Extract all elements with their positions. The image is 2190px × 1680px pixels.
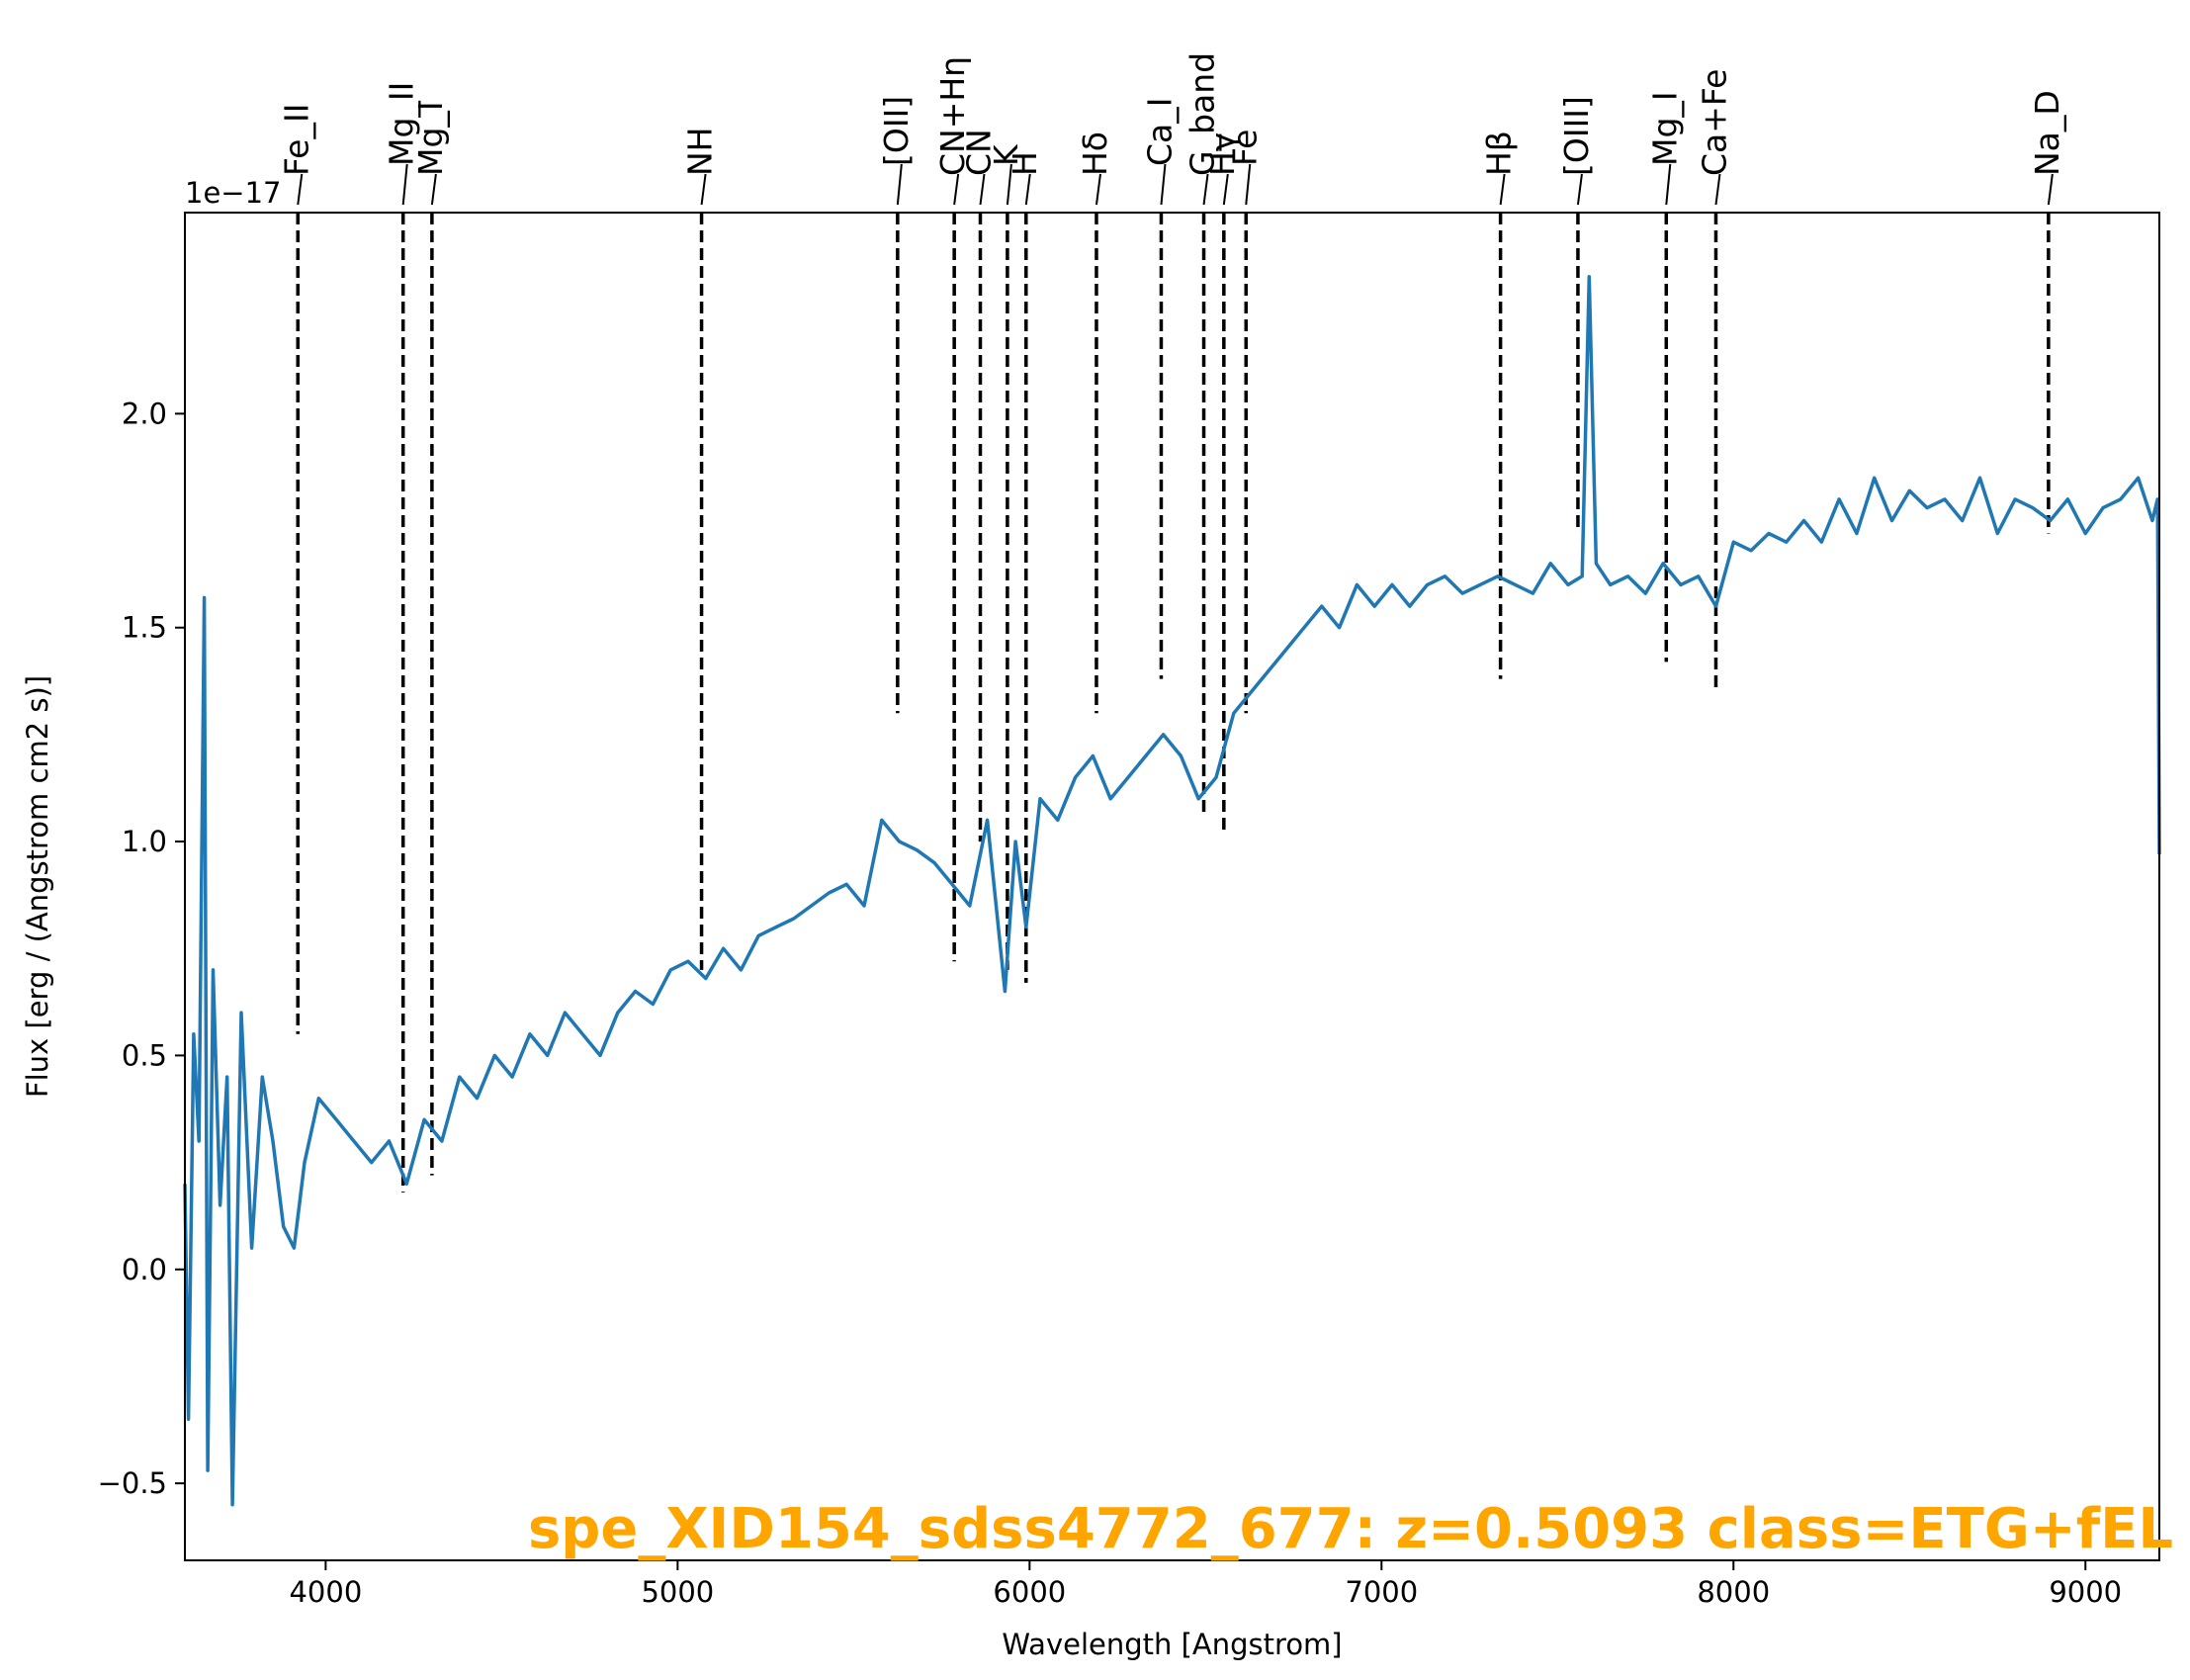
emission-line-leader bbox=[1245, 163, 1252, 206]
emission-line-label: Hβ bbox=[1480, 131, 1519, 176]
emission-line-label: Hγ bbox=[1203, 133, 1242, 176]
emission-line-leader bbox=[1024, 173, 1031, 206]
emission-line-label: Mg_I bbox=[1645, 91, 1684, 166]
emission-line-label: Fe_II bbox=[277, 104, 315, 176]
emission-line-label: CN bbox=[959, 129, 998, 176]
emission-line-label: Fe bbox=[1225, 130, 1264, 166]
emission-line: Fe_II bbox=[277, 104, 315, 1034]
y-offset-text: 1e−17 bbox=[185, 176, 282, 210]
x-tick-label: 8000 bbox=[1697, 1575, 1770, 1609]
emission-line: Hγ bbox=[1203, 133, 1242, 834]
emission-line-leader bbox=[1222, 173, 1229, 206]
emission-line-label: CN+Hη bbox=[933, 56, 972, 176]
emission-line: Mg_II bbox=[383, 82, 421, 1193]
chart-title: spe_XID154_sdss4772_677: z=0.5093 class=… bbox=[528, 1497, 2173, 1561]
plot-frame bbox=[184, 212, 2160, 1561]
emission-line: Fe bbox=[1225, 130, 1264, 714]
y-axis: −0.5 0.0 0.5 1.0 1.5 2.0 bbox=[98, 397, 185, 1500]
emission-line: Ca+Fe bbox=[1695, 69, 1733, 688]
emission-line-leader bbox=[297, 173, 304, 206]
emission-line-label: NH bbox=[681, 128, 720, 177]
emission-line-leader bbox=[401, 163, 408, 206]
emission-line: Mg_I bbox=[1645, 91, 1684, 663]
emission-line-leader bbox=[700, 173, 707, 206]
emission-line-leader bbox=[1665, 163, 1672, 206]
emission-line-label: Mg_I bbox=[411, 101, 450, 176]
emission-line-leader bbox=[1202, 173, 1209, 206]
x-tick-label: 5000 bbox=[641, 1575, 714, 1609]
series-layer bbox=[183, 275, 2161, 1507]
emission-line-leader bbox=[896, 163, 903, 206]
emission-line-label: G_band bbox=[1183, 52, 1222, 176]
y-tick-label: 0.5 bbox=[122, 1038, 167, 1072]
emission-line-leader bbox=[953, 173, 960, 206]
emission-line-label: H bbox=[1006, 151, 1044, 176]
emission-line: H bbox=[1006, 151, 1044, 983]
x-axis: 4000 5000 6000 7000 8000 9000 bbox=[289, 1560, 2122, 1609]
emission-line-leader bbox=[2047, 173, 2054, 206]
emission-line-leader bbox=[1160, 163, 1167, 206]
x-tick-label: 7000 bbox=[1345, 1575, 1418, 1609]
emission-line: G_band bbox=[1183, 52, 1222, 817]
emission-line: K bbox=[987, 143, 1025, 970]
emission-line: Na_D bbox=[2028, 90, 2066, 534]
emission-line-label: [OII] bbox=[877, 96, 916, 166]
emission-line-label: Ca+Fe bbox=[1695, 69, 1733, 176]
emission-line-label: Na_D bbox=[2028, 90, 2066, 176]
emission-line-label: Hδ bbox=[1076, 132, 1114, 176]
emission-line: CN+Hη bbox=[933, 56, 972, 962]
x-tick-label: 4000 bbox=[289, 1575, 362, 1609]
x-axis-label: Wavelength [Angstrom] bbox=[1002, 1628, 1342, 1661]
emission-line: [OII] bbox=[877, 96, 916, 714]
x-tick-label: 9000 bbox=[2049, 1575, 2122, 1609]
emission-line-leader bbox=[1006, 163, 1012, 206]
emission-line-leader bbox=[430, 173, 437, 206]
emission-line-leader bbox=[1499, 173, 1506, 206]
emission-line: Hβ bbox=[1480, 131, 1519, 679]
emission-line: Mg_I bbox=[411, 101, 450, 1176]
emission-line-leader bbox=[1095, 173, 1101, 206]
y-tick-label: 2.0 bbox=[122, 397, 167, 430]
emission-line: CN bbox=[959, 129, 998, 842]
emission-line-label: Ca_I bbox=[1140, 98, 1179, 167]
y-tick-label: 1.5 bbox=[122, 611, 167, 645]
y-tick-label: −0.5 bbox=[98, 1466, 167, 1500]
emission-line-label: [OIII] bbox=[1557, 96, 1596, 176]
emission-line-leader bbox=[1714, 173, 1721, 206]
x-tick-label: 6000 bbox=[993, 1575, 1066, 1609]
flux-series-0 bbox=[183, 275, 2161, 1507]
emission-line-leader bbox=[979, 173, 986, 206]
y-axis-label: Flux [erg / (Angstrom cm2 s)] bbox=[21, 675, 54, 1098]
emission-line: NH bbox=[681, 128, 720, 970]
emission-line-label: K bbox=[987, 143, 1025, 166]
emission-line: [OIII] bbox=[1557, 96, 1596, 530]
emission-line-label: Mg_II bbox=[383, 82, 421, 166]
y-tick-label: 1.0 bbox=[122, 825, 167, 858]
emission-line: Hδ bbox=[1076, 132, 1114, 714]
emission-line-leader bbox=[1576, 173, 1583, 206]
emission-line: Ca_I bbox=[1140, 98, 1179, 679]
y-tick-label: 0.0 bbox=[122, 1253, 167, 1286]
